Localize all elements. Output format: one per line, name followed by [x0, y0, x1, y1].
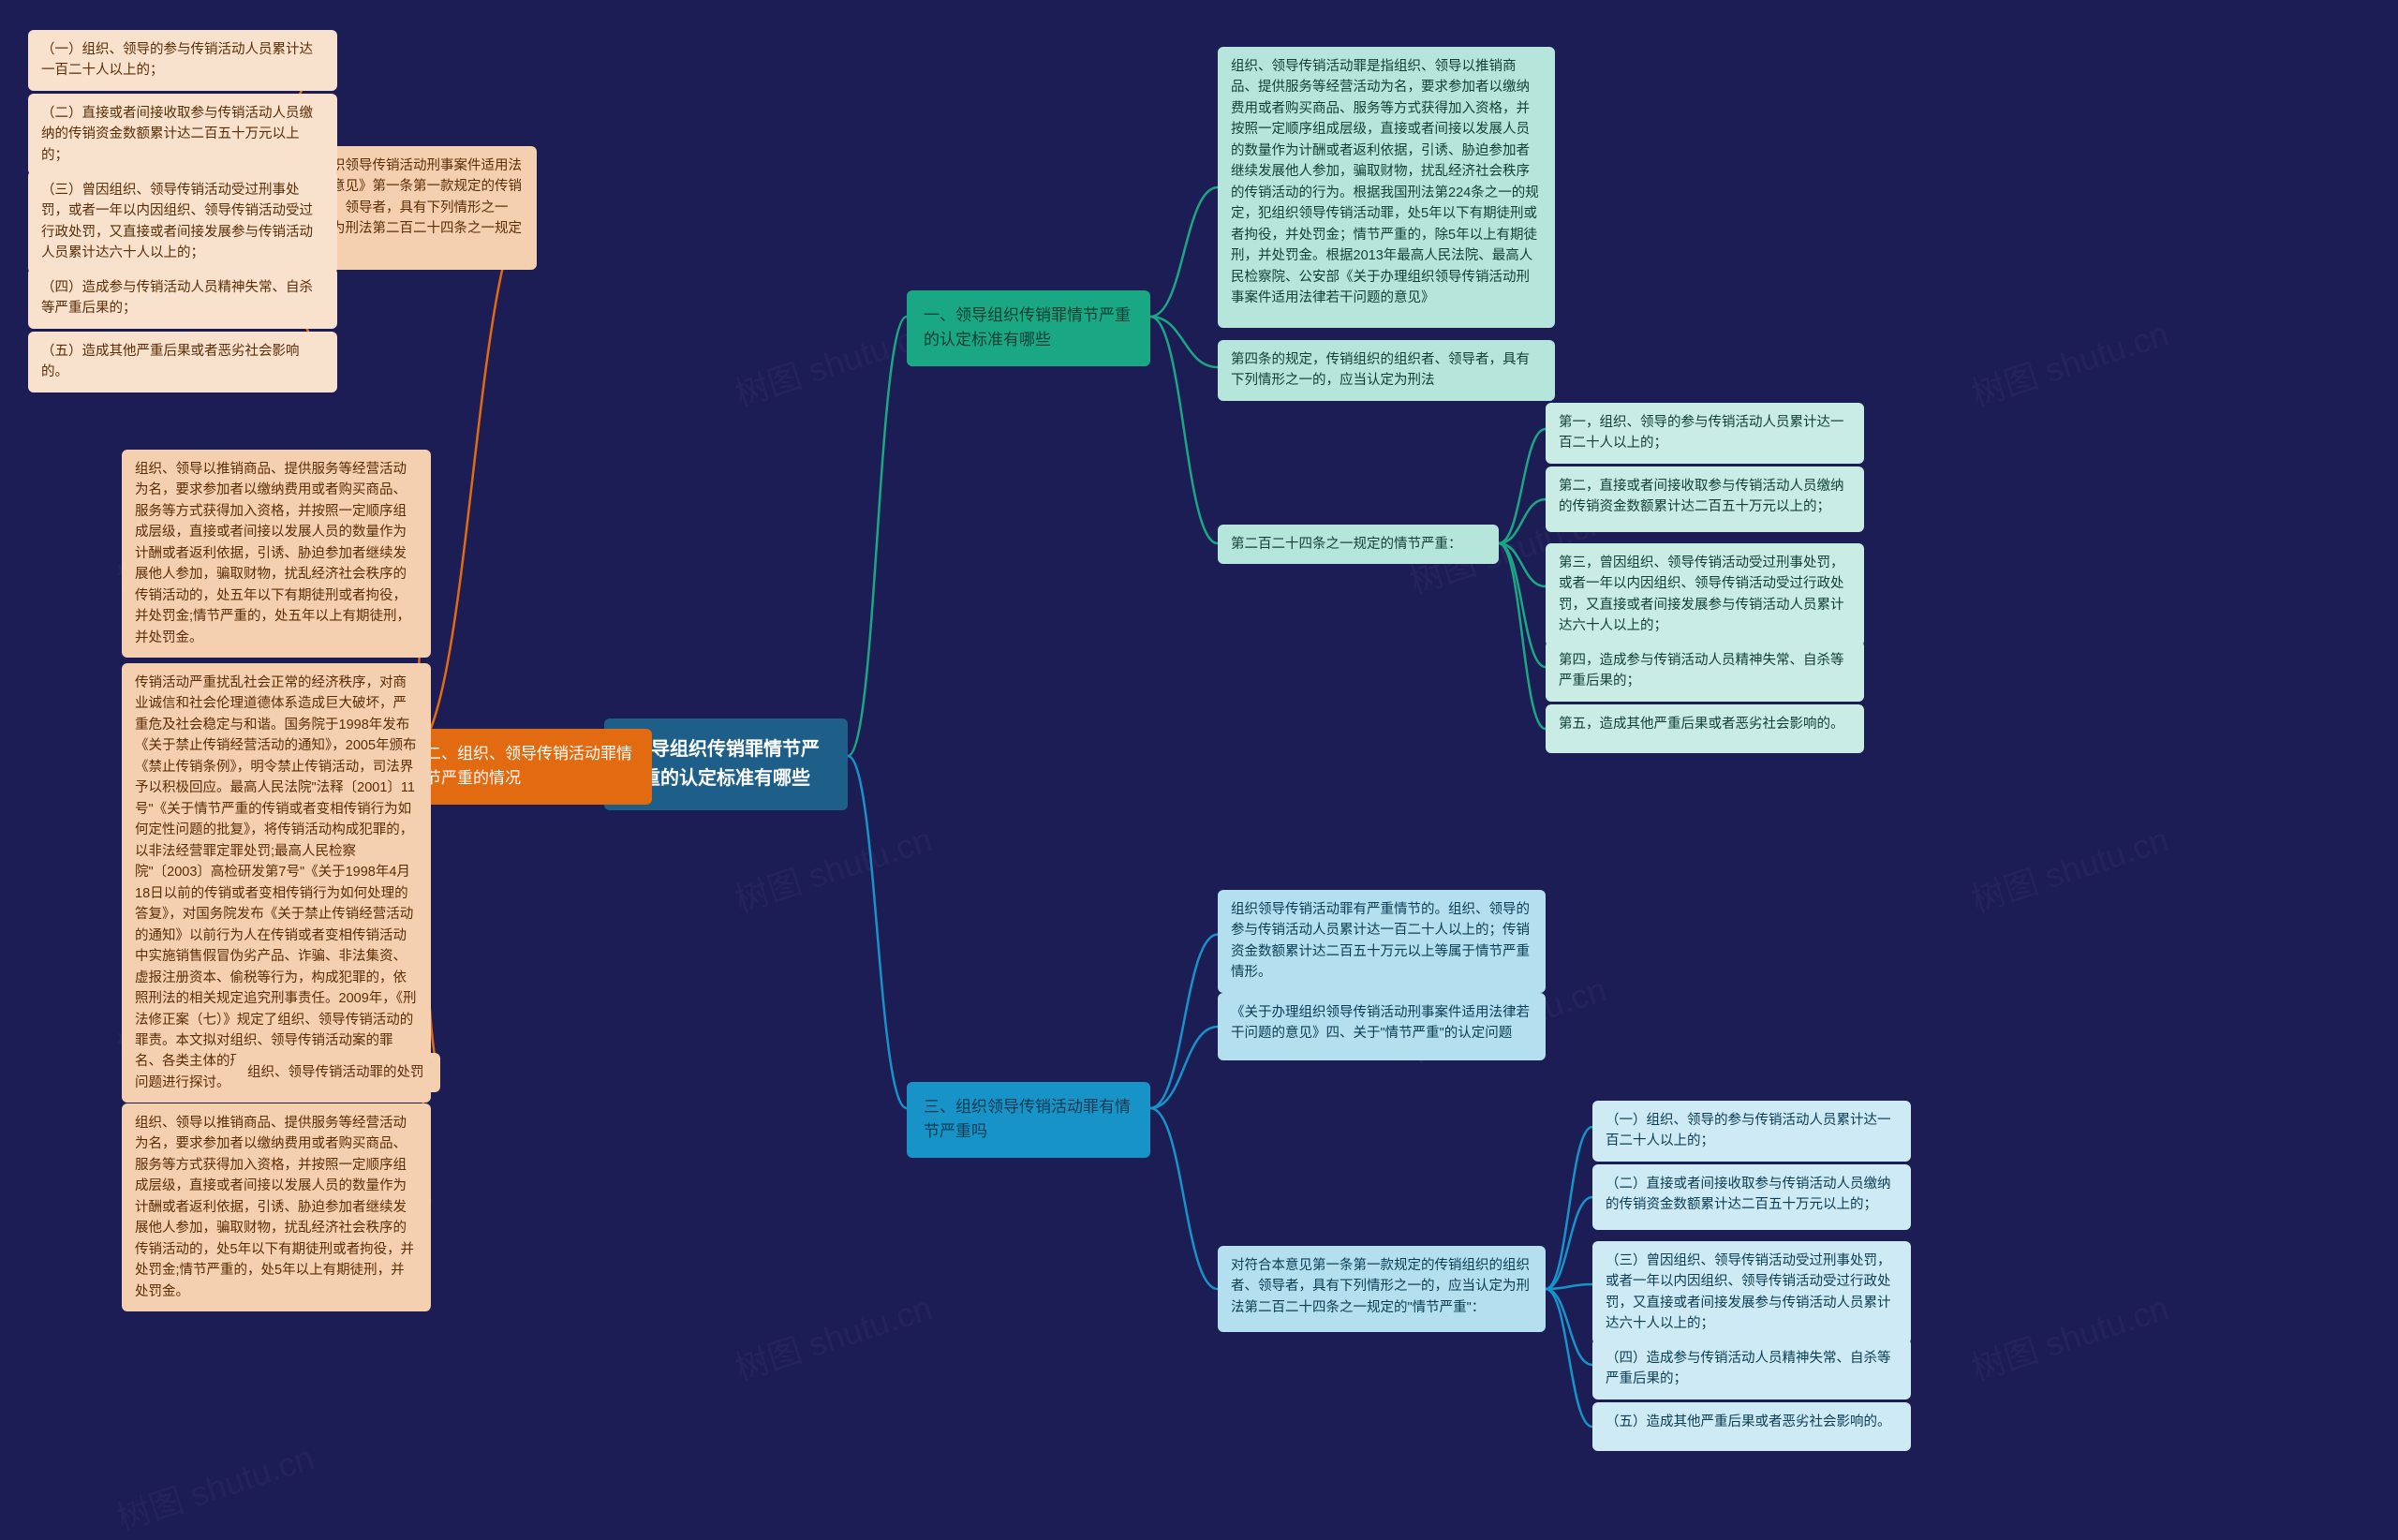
watermark: 树图 shutu.cn — [728, 1281, 937, 1391]
watermark: 树图 shutu.cn — [1964, 307, 2173, 417]
branch-three[interactable]: 三、组织领导传销活动罪有情节严重吗 — [907, 1082, 1150, 1158]
b2-sub-3[interactable]: （三）曾因组织、领导传销活动受过刑事处罚，或者一年以内因组织、领导传销活动受过行… — [28, 170, 337, 274]
b3-sub-1[interactable]: （一）组织、领导的参与传销活动人员累计达一百二十人以上的； — [1592, 1101, 1911, 1162]
b1-sub-4[interactable]: 第四，造成参与传销活动人员精神失常、自杀等严重后果的； — [1546, 641, 1864, 702]
b3-leaf-3[interactable]: 对符合本意见第一条第一款规定的传销组织的组织者、领导者，具有下列情形之一的，应当… — [1218, 1246, 1546, 1332]
b3-leaf-1[interactable]: 组织领导传销活动罪有严重情节的。组织、领导的参与传销活动人员累计达一百二十人以上… — [1218, 890, 1546, 993]
b3-sub-2[interactable]: （二）直接或者间接收取参与传销活动人员缴纳的传销资金数额累计达二百五十万元以上的… — [1592, 1164, 1911, 1230]
b2-leaf-5[interactable]: 组织、领导以推销商品、提供服务等经营活动为名，要求参加者以缴纳费用或者购买商品、… — [122, 1103, 431, 1311]
b3-leaf-2[interactable]: 《关于办理组织领导传销活动刑事案件适用法律若干问题的意见》四、关于"情节严重"的… — [1218, 993, 1546, 1060]
b3-sub-4[interactable]: （四）造成参与传销活动人员精神失常、自杀等严重后果的； — [1592, 1339, 1911, 1399]
b2-sub-1[interactable]: （一）组织、领导的参与传销活动人员累计达一百二十人以上的； — [28, 30, 337, 91]
b1-sub-3[interactable]: 第三，曾因组织、领导传销活动受过刑事处罚，或者一年以内因组织、领导传销活动受过行… — [1546, 543, 1864, 646]
b2-leaf-3[interactable]: 传销活动严重扰乱社会正常的经济秩序，对商业诚信和社会伦理道德体系造成巨大破坏，严… — [122, 663, 431, 1103]
branch-one[interactable]: 一、领导组织传销罪情节严重的认定标准有哪些 — [907, 290, 1150, 366]
b1-sub-1[interactable]: 第一，组织、领导的参与传销活动人员累计达一百二十人以上的； — [1546, 403, 1864, 464]
watermark: 树图 shutu.cn — [1964, 813, 2173, 923]
b2-sub-2[interactable]: （二）直接或者间接收取参与传销活动人员缴纳的传销资金数额累计达二百五十万元以上的… — [28, 94, 337, 175]
b1-leaf-1[interactable]: 组织、领导传销活动罪是指组织、领导以推销商品、提供服务等经营活动为名，要求参加者… — [1218, 47, 1555, 328]
branch-two[interactable]: 二、组织、领导传销活动罪情节严重的情况 — [408, 729, 652, 805]
b1-sub-5[interactable]: 第五，造成其他严重后果或者恶劣社会影响的。 — [1546, 704, 1864, 753]
b2-sub-4[interactable]: （四）造成参与传销活动人员精神失常、自杀等严重后果的； — [28, 268, 337, 329]
b1-leaf-3[interactable]: 第二百二十四条之一规定的情节严重： — [1218, 525, 1499, 564]
b1-leaf-2[interactable]: 第四条的规定，传销组织的组织者、领导者，具有下列情形之一的，应当认定为刑法 — [1218, 340, 1555, 401]
b2-sub-5[interactable]: （五）造成其他严重后果或者恶劣社会影响的。 — [28, 332, 337, 392]
b3-sub-5[interactable]: （五）造成其他严重后果或者恶劣社会影响的。 — [1592, 1402, 1911, 1451]
b1-sub-2[interactable]: 第二，直接或者间接收取参与传销活动人员缴纳的传销资金数额累计达二百五十万元以上的… — [1546, 466, 1864, 532]
b2-leaf-4[interactable]: 组织、领导传销活动罪的处罚 — [234, 1053, 440, 1092]
watermark: 树图 shutu.cn — [728, 813, 937, 923]
b2-leaf-2[interactable]: 组织、领导以推销商品、提供服务等经营活动为名，要求参加者以缴纳费用或者购买商品、… — [122, 450, 431, 658]
watermark: 树图 shutu.cn — [110, 1431, 318, 1540]
b3-sub-3[interactable]: （三）曾因组织、领导传销活动受过刑事处罚，或者一年以内因组织、领导传销活动受过行… — [1592, 1241, 1911, 1344]
watermark: 树图 shutu.cn — [1964, 1281, 2173, 1391]
